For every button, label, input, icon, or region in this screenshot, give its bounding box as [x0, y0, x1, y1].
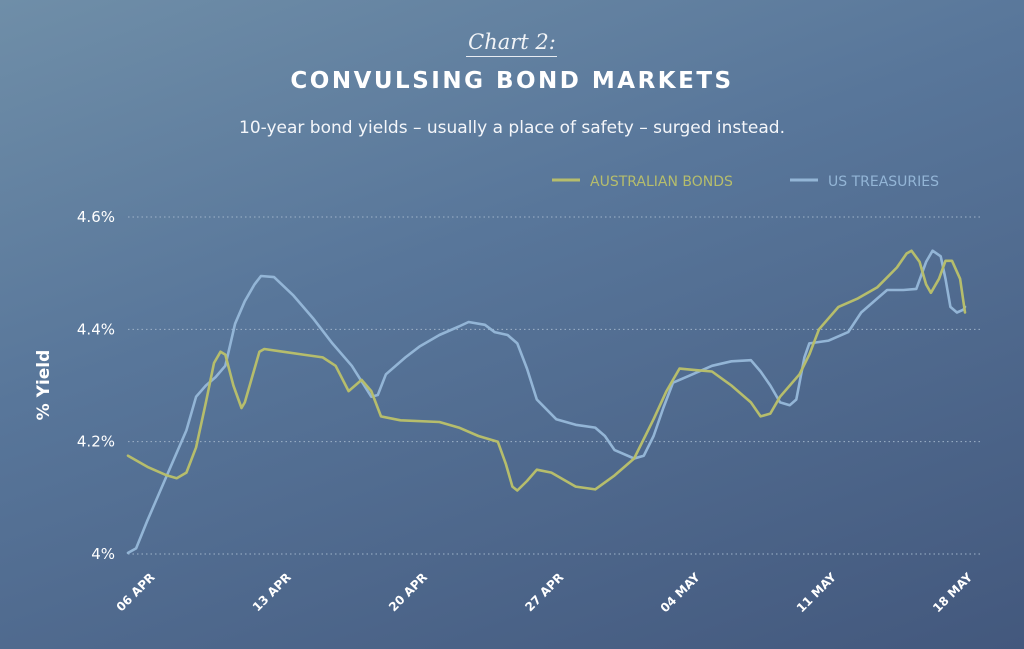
kicker-underline	[466, 56, 557, 57]
legend-label-us-treasuries: US TREASURIES	[828, 174, 939, 190]
chart-subtitle: 10-year bond yields – usually a place of…	[239, 118, 785, 138]
x-tick-label: 27 APR	[522, 570, 566, 614]
x-tick-label: 18 MAY	[930, 570, 975, 615]
chart-legend: AUSTRALIAN BONDS US TREASURIES	[552, 174, 939, 190]
x-tick-label: 11 MAY	[794, 570, 839, 615]
legend-label-australian-bonds: AUSTRALIAN BONDS	[590, 174, 733, 190]
chart-title: CONVULSING BOND MARKETS	[290, 68, 734, 94]
x-tick-label: 06 APR	[114, 570, 158, 614]
x-tick-label: 13 APR	[250, 570, 294, 614]
y-tick-label: 4%	[91, 545, 115, 563]
y-tick-label: 4.6%	[77, 208, 115, 226]
y-axis-ticks: 4% 4.2% 4.4% 4.6%	[77, 208, 115, 563]
chart-kicker: Chart 2:	[468, 30, 556, 54]
series-lines	[126, 249, 967, 555]
y-axis-title: % Yield	[34, 350, 54, 421]
series-line-australian-bonds	[126, 249, 967, 492]
y-tick-label: 4.4%	[77, 320, 115, 338]
x-tick-label: 04 MAY	[658, 570, 703, 615]
grid-lines	[128, 216, 980, 555]
x-tick-label: 20 APR	[386, 570, 430, 614]
x-axis-ticks: 06 APR 13 APR 20 APR 27 APR 04 MAY 11 MAY 18 M…	[114, 570, 976, 615]
y-tick-label: 4.2%	[77, 433, 115, 451]
series-line-us-treasuries	[126, 249, 967, 555]
